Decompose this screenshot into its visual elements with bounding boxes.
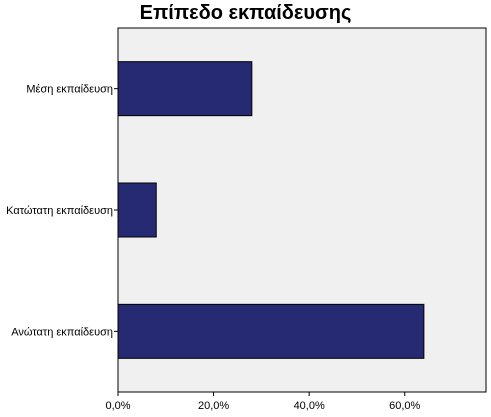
y-tick-label: Κατώτατη εκπαίδευση <box>6 205 113 217</box>
y-tick-label: Ανώτατη εκπαίδευση <box>11 326 113 338</box>
y-axis-group: Μέση εκπαίδευση Κατώτατη εκπαίδευση Ανώτατ… <box>6 84 118 338</box>
x-tick-label: 60,0% <box>389 400 420 412</box>
x-tick-label: 40,0% <box>294 400 325 412</box>
x-tick-label: 0,0% <box>105 400 130 412</box>
chart-title: Επίπεδο εκπαίδευσης <box>139 2 352 24</box>
x-axis-group: 0,0% 20,0% 40,0% 60,0% <box>105 392 421 412</box>
y-tick-label: Μέση εκπαίδευση <box>26 84 113 96</box>
bars-group <box>117 61 425 359</box>
bar <box>117 61 253 117</box>
bar <box>117 182 157 238</box>
x-tick-label: 20,0% <box>198 400 229 412</box>
bar <box>117 303 425 359</box>
